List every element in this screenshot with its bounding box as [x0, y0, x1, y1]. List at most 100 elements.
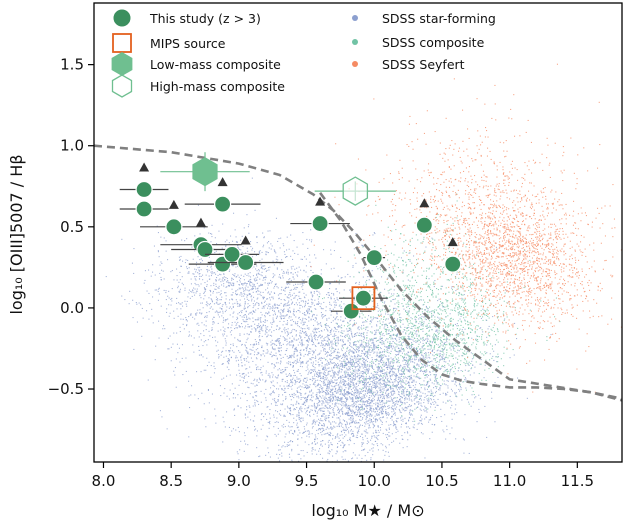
sdss-point [438, 298, 440, 300]
sdss-point [261, 326, 263, 328]
sdss-point [366, 401, 368, 403]
sdss-point [274, 401, 276, 403]
sdss-point [434, 385, 436, 387]
sdss-point [313, 366, 315, 368]
sdss-point [258, 251, 260, 253]
sdss-point [349, 363, 351, 365]
sdss-point [339, 325, 341, 327]
sdss-point [272, 317, 274, 319]
sdss-point [332, 421, 334, 423]
sdss-point [395, 343, 397, 345]
sdss-point [430, 361, 432, 363]
sdss-point [394, 390, 396, 392]
sdss-point [233, 212, 235, 214]
sdss-point [349, 348, 351, 350]
sdss-point [290, 299, 292, 301]
sdss-point [297, 283, 299, 285]
sdss-point [413, 424, 415, 426]
sdss-point [311, 427, 313, 429]
sdss-point [361, 363, 363, 365]
sdss-point [298, 417, 300, 419]
sdss-point [199, 293, 201, 295]
sdss-point [442, 349, 444, 351]
sdss-point [293, 310, 295, 312]
sdss-point [332, 343, 334, 345]
sdss-point [230, 264, 232, 266]
sdss-point [432, 401, 434, 403]
sdss-point [279, 385, 281, 387]
sdss-point [205, 426, 207, 428]
sdss-point [357, 326, 359, 328]
sdss-point [272, 306, 274, 308]
sdss-point [326, 294, 328, 296]
sdss-point [418, 318, 420, 320]
sdss-point [333, 336, 335, 338]
sdss-point [293, 351, 295, 353]
sdss-point [344, 397, 346, 399]
sdss-point [383, 397, 385, 399]
sdss-point [377, 406, 379, 408]
sdss-point [200, 313, 202, 315]
sdss-point [392, 402, 394, 404]
sdss-point [296, 295, 298, 297]
sdss-point [323, 410, 325, 412]
sdss-point [320, 410, 322, 412]
sdss-point [336, 450, 338, 452]
sdss-point [371, 300, 373, 302]
sdss-point [455, 392, 457, 394]
sdss-point [278, 327, 280, 329]
sdss-point [297, 395, 299, 397]
sdss-point [226, 286, 228, 288]
sdss-point [211, 299, 213, 301]
sdss-point [163, 237, 165, 239]
sdss-point [306, 327, 308, 329]
sdss-point [155, 345, 157, 347]
sdss-point [229, 374, 231, 376]
sdss-point [417, 389, 419, 391]
sdss-point [414, 354, 416, 356]
sdss-point [287, 387, 289, 389]
sdss-point [393, 409, 395, 411]
sdss-point [253, 305, 255, 307]
sdss-point [362, 449, 364, 451]
sdss-point [292, 382, 294, 384]
sdss-point [345, 375, 347, 377]
sdss-point [315, 443, 317, 445]
sdss-point [428, 380, 430, 382]
sdss-point [240, 239, 242, 241]
sdss-point [293, 352, 295, 354]
sdss-point [360, 381, 362, 383]
sdss-point [303, 402, 305, 404]
sdss-point [350, 429, 352, 431]
sdss-point [348, 471, 349, 472]
sdss-point [323, 380, 325, 382]
sdss-point [333, 375, 335, 377]
sdss-point [392, 389, 394, 391]
sdss-point [413, 340, 415, 342]
sdss-point [305, 265, 307, 267]
sdss-point [355, 341, 357, 343]
sdss-point [416, 333, 418, 335]
sdss-point [224, 311, 226, 313]
sdss-point [403, 250, 405, 252]
sdss-point [372, 450, 374, 452]
sdss-point [337, 275, 339, 277]
sdss-point [367, 377, 369, 379]
sdss-point [476, 421, 478, 423]
sdss-point [321, 317, 323, 319]
sdss-point [310, 241, 312, 243]
sdss-point [424, 357, 426, 359]
sdss-point [316, 372, 318, 374]
sdss-point [401, 385, 403, 387]
sdss-point [375, 386, 377, 388]
sdss-point [337, 337, 339, 339]
sdss-point [332, 392, 334, 394]
sdss-point [296, 360, 298, 362]
sdss-point [364, 372, 366, 374]
sdss-point [227, 284, 229, 286]
sdss-point [391, 359, 393, 361]
sdss-point [296, 396, 298, 398]
sdss-point [355, 262, 357, 264]
sdss-point [413, 375, 415, 377]
sdss-point [248, 375, 250, 377]
